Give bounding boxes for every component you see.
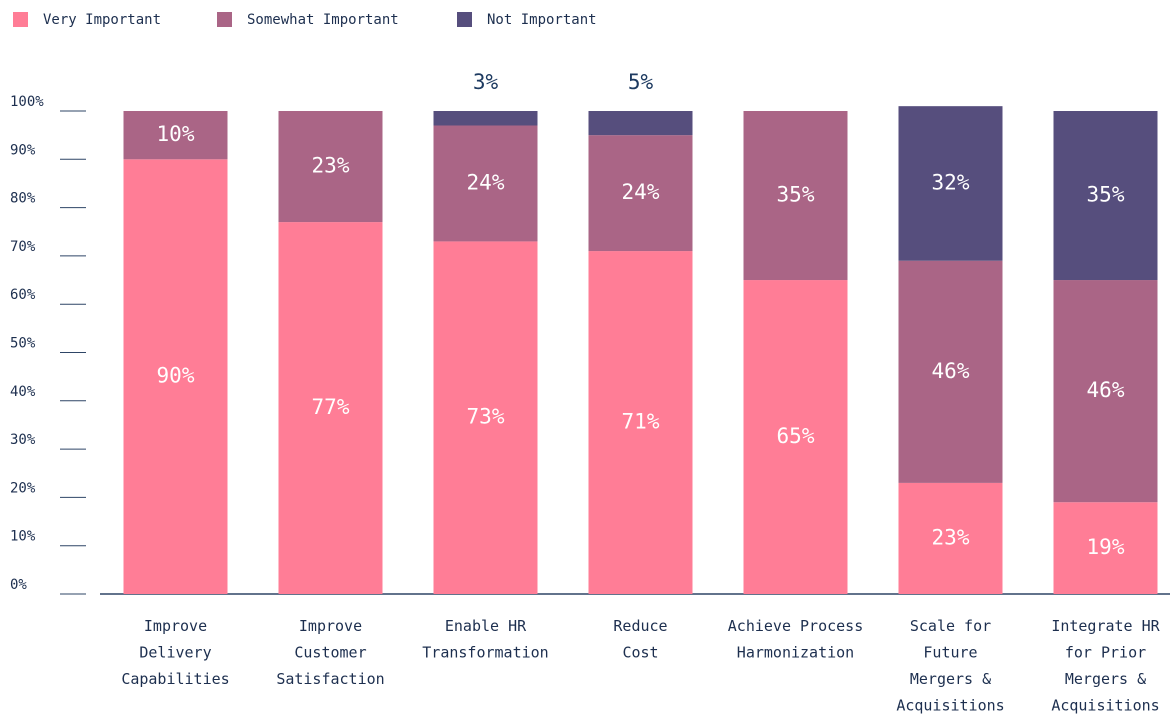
value-label: 3% — [473, 70, 499, 94]
label-line: Mergers & — [910, 670, 991, 688]
label-line: Customer — [294, 643, 366, 661]
y-tick-label: 100% — [10, 94, 44, 110]
label-line: Transformation — [422, 643, 548, 661]
label-line: Mergers & — [1065, 670, 1146, 688]
value-label: 23% — [932, 525, 970, 549]
value-label: 46% — [932, 359, 970, 383]
legend-label: Very Important — [43, 12, 161, 28]
y-tick-label: 90% — [10, 142, 36, 158]
label-line: Cost — [622, 643, 658, 661]
bar-segment — [1053, 502, 1158, 594]
x-tick-label: Improve Customer Satisfaction — [276, 617, 384, 688]
bar-segment — [743, 280, 848, 594]
bar-segment — [588, 135, 693, 252]
value-label: 65% — [777, 424, 815, 448]
label-line: Integrate HR — [1051, 617, 1160, 635]
y-tick-label: 40% — [10, 384, 36, 400]
value-label: 90% — [157, 364, 195, 388]
label-line: Scale for — [910, 617, 991, 635]
y-tick-label: 10% — [10, 529, 36, 545]
legend-swatch — [457, 12, 472, 27]
legend-swatch — [13, 12, 28, 27]
label-line: Acquisitions — [1051, 696, 1159, 714]
label-line: Future — [923, 643, 977, 661]
label-line: Achieve Process — [728, 617, 863, 635]
x-tick-label: Reduce Cost — [613, 617, 667, 662]
x-tick-label: Scale for Future Mergers & Acquisitions — [896, 617, 1004, 715]
label-line: Capabilities — [121, 670, 229, 688]
bar-segment — [588, 111, 693, 136]
bar-segment — [433, 241, 538, 594]
bar-segment — [898, 482, 1003, 594]
value-label: 24% — [467, 170, 505, 194]
bar-segment — [743, 111, 848, 281]
value-label: 35% — [1087, 183, 1125, 207]
y-tick-label: 20% — [10, 480, 36, 496]
value-label: 19% — [1087, 535, 1125, 559]
label-line: Improve — [299, 617, 362, 635]
label-line: Enable HR — [445, 617, 527, 635]
x-tick-label: Enable HR Transformation — [422, 617, 548, 662]
bar-segment — [433, 125, 538, 242]
bar-segment — [433, 111, 538, 126]
value-label: 5% — [628, 70, 654, 94]
x-tick-label: Improve Delivery Capabilities — [121, 617, 229, 688]
legend-label: Somewhat Important — [247, 12, 399, 28]
bar-segment — [898, 260, 1003, 483]
y-tick-label: 0% — [10, 577, 27, 593]
value-label: 73% — [467, 405, 505, 429]
label-line: Acquisitions — [896, 696, 1004, 714]
value-label: 35% — [777, 183, 815, 207]
value-label: 77% — [312, 395, 350, 419]
x-tick-label: Integrate HR for Prior Mergers & Acquisitio… — [1051, 617, 1160, 715]
value-label: 32% — [932, 170, 970, 194]
bar-segment — [123, 111, 228, 160]
y-tick-label: 80% — [10, 191, 36, 207]
label-line: for Prior — [1065, 643, 1146, 661]
legend-swatch — [217, 12, 232, 27]
bar-segment — [898, 106, 1003, 261]
bar-segment — [1053, 280, 1158, 503]
bar-segment — [278, 111, 383, 223]
label-line: Delivery — [139, 643, 211, 661]
label-line: Reduce — [613, 617, 667, 635]
bar-segment — [1053, 111, 1158, 281]
y-tick-label: 60% — [10, 287, 36, 303]
value-label: 10% — [157, 122, 195, 146]
value-label: 46% — [1087, 378, 1125, 402]
x-tick-label: Achieve Process Harmonization — [728, 617, 863, 662]
value-label: 23% — [312, 154, 350, 178]
y-tick-label: 70% — [10, 239, 36, 255]
bar-segment — [278, 222, 383, 594]
value-label: 24% — [622, 180, 660, 204]
y-tick-label: 50% — [10, 336, 36, 352]
y-tick-label: 30% — [10, 432, 36, 448]
bar-segment — [588, 251, 693, 594]
value-label: 71% — [622, 410, 660, 434]
label-line: Harmonization — [737, 643, 854, 661]
legend-label: Not Important — [487, 12, 597, 28]
label-line: Improve — [144, 617, 207, 635]
label-line: Satisfaction — [276, 670, 384, 688]
bar-segment — [123, 159, 228, 595]
